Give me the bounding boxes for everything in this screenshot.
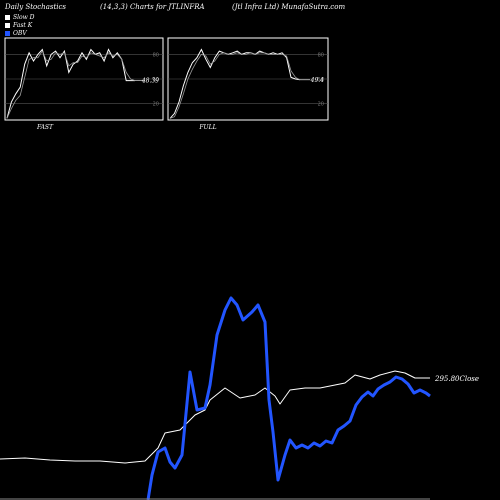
tick-label: 50 [318, 77, 324, 83]
legend-swatch [5, 22, 10, 28]
obv-line [146, 296, 431, 500]
legend-swatch [5, 30, 10, 36]
legend-item: Slow D [5, 13, 35, 21]
chart-title-right: (Jtl Infra Ltd) MunafaSutra.com [232, 3, 346, 11]
stochastic-panel: 20 50 80 48.39 FAST [4, 37, 164, 131]
legend-item: Fast K [5, 21, 35, 29]
stochastic-panels: 20 50 80 48.39 FAST 20 50 80 49.4 FULL [4, 37, 329, 131]
main-chart: 295.80Close [0, 296, 479, 500]
stochastic-panel: 20 50 80 49.4 FULL [167, 37, 329, 131]
series-line [6, 48, 135, 119]
chart-title-center: (14,3,3) Charts for JTLINFRA [100, 3, 205, 11]
tick-label: 80 [318, 52, 324, 58]
panel-label: FULL [198, 124, 216, 131]
legend-swatch [5, 14, 10, 20]
legend-label: OBV [13, 29, 27, 37]
series-line [6, 50, 136, 119]
tick-label: 20 [318, 102, 324, 108]
close-line [0, 370, 430, 464]
last-value-label: 48.39 [141, 78, 159, 85]
close-last-label: 295.80Close [434, 375, 479, 383]
tick-label: 80 [153, 52, 159, 58]
chart-title-left: Daily Stochastics [5, 3, 67, 11]
legend: Slow D Fast K OBV [5, 13, 35, 37]
tick-label: 50 [153, 77, 159, 83]
legend-label: Slow D [13, 13, 35, 21]
series-line [169, 52, 301, 119]
legend-label: Fast K [13, 21, 33, 29]
legend-item: OBV [5, 29, 35, 37]
tick-label: 20 [153, 102, 159, 108]
last-value-label: 49.4 [310, 77, 325, 84]
panel-label: FAST [36, 124, 54, 131]
